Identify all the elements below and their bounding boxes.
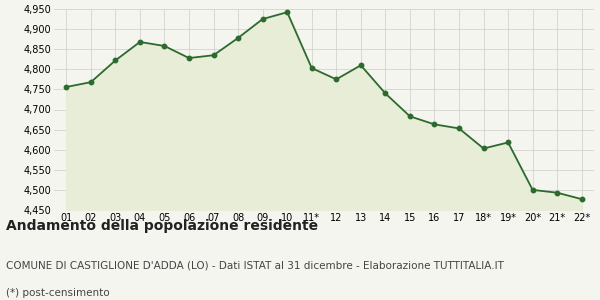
Text: (*) post-censimento: (*) post-censimento	[6, 288, 110, 298]
Text: COMUNE DI CASTIGLIONE D'ADDA (LO) - Dati ISTAT al 31 dicembre - Elaborazione TUT: COMUNE DI CASTIGLIONE D'ADDA (LO) - Dati…	[6, 261, 504, 271]
Text: Andamento della popolazione residente: Andamento della popolazione residente	[6, 219, 318, 233]
